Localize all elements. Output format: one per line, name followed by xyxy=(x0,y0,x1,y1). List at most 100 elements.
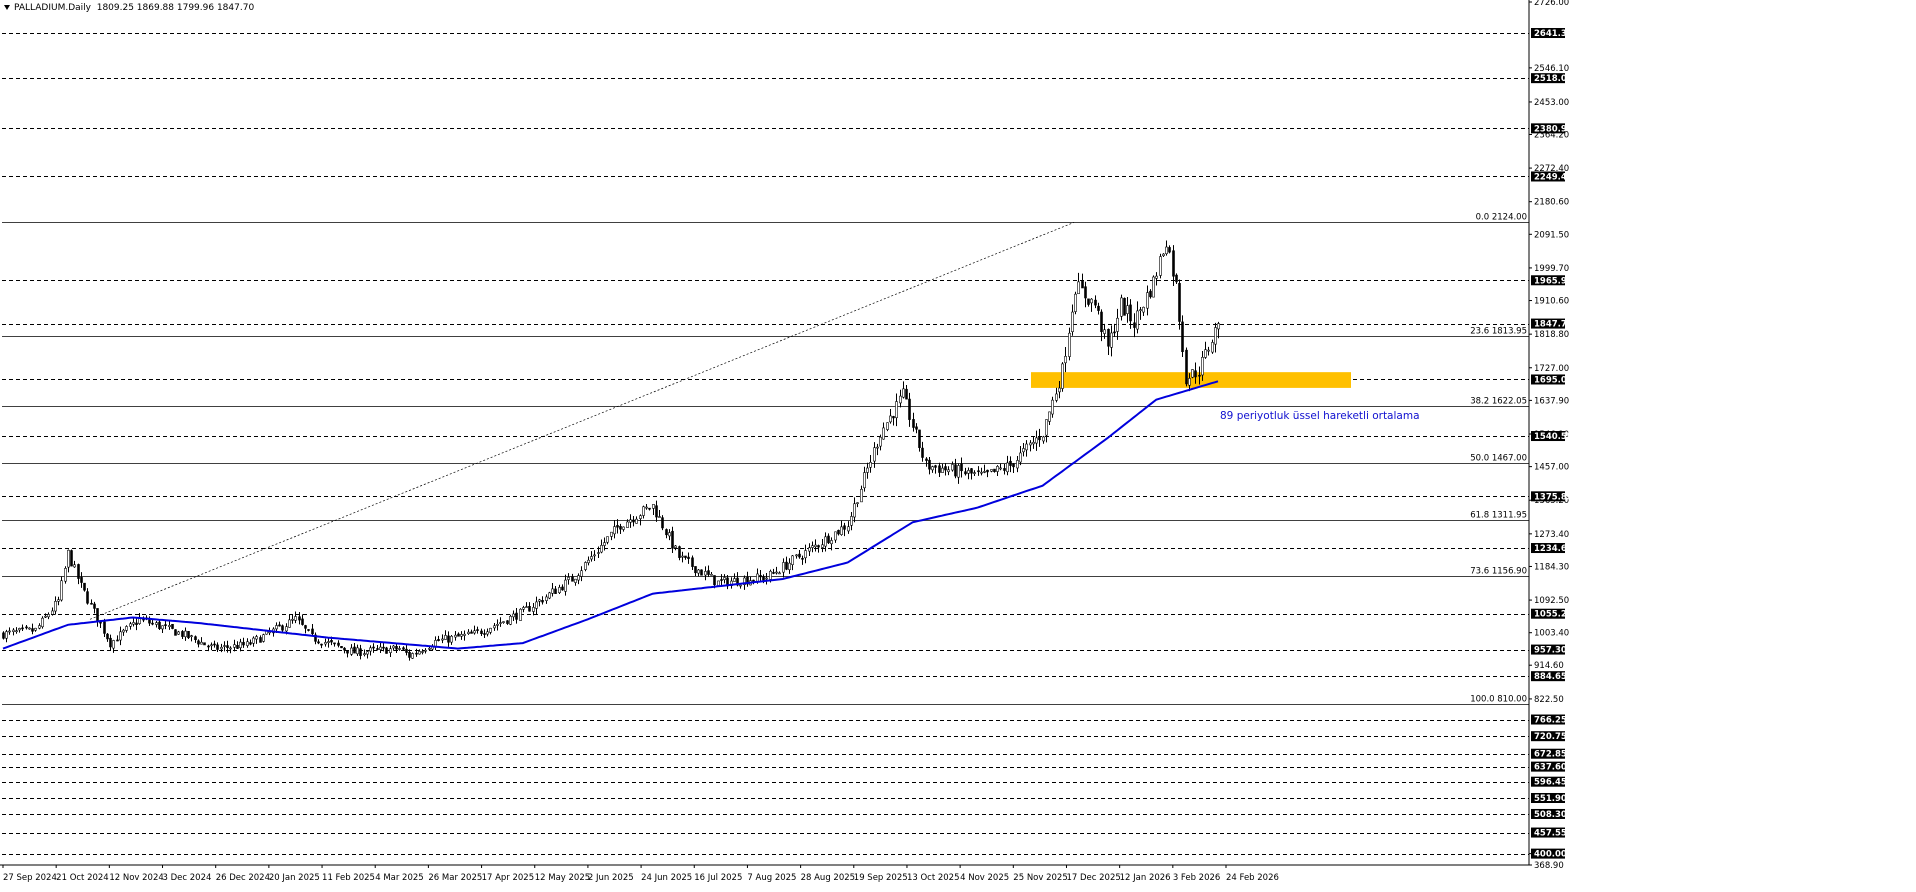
candle-body xyxy=(278,624,281,627)
candle-body xyxy=(1126,305,1129,314)
candle-body xyxy=(119,631,122,641)
candle-body xyxy=(93,603,96,609)
candle-body xyxy=(1188,378,1191,386)
candle-body xyxy=(509,616,512,625)
candle-body xyxy=(441,638,444,641)
candle-body xyxy=(837,529,840,535)
candle-body xyxy=(1168,247,1171,253)
candle-body xyxy=(415,652,418,655)
candle-body xyxy=(298,616,301,621)
dropdown-triangle-icon[interactable] xyxy=(4,5,10,10)
x-tick-label: 19 Sep 2025 xyxy=(854,873,908,883)
candle-body xyxy=(54,601,57,612)
candle-body xyxy=(457,633,460,637)
candle-body xyxy=(402,647,405,650)
candle-body xyxy=(171,623,174,629)
x-tick-label: 24 Feb 2026 xyxy=(1226,873,1279,883)
candle-body xyxy=(587,559,590,564)
candle-body xyxy=(785,561,788,570)
candle-body xyxy=(385,647,388,654)
x-tick-label: 27 Sep 2024 xyxy=(3,873,57,883)
candle-body xyxy=(25,626,28,629)
candle-body xyxy=(132,622,135,625)
candle-body xyxy=(470,631,473,634)
price-tag-label: 2641.30 xyxy=(1534,29,1573,39)
candle-body xyxy=(821,544,824,548)
candle-body xyxy=(480,630,483,634)
x-tick-label: 16 Jul 2025 xyxy=(694,873,742,883)
candle-body xyxy=(177,631,180,635)
candle-body xyxy=(77,564,80,579)
candle-body xyxy=(655,505,658,518)
candle-body xyxy=(535,601,538,609)
price-tag-label: 596.45 xyxy=(1534,778,1567,788)
candle-body xyxy=(736,577,739,586)
candle-body xyxy=(577,575,580,581)
candle-body xyxy=(226,645,229,648)
y-tick-label: 2546.10 xyxy=(1534,64,1569,74)
candle-body xyxy=(775,571,778,574)
candle-body xyxy=(314,634,317,642)
candle-body xyxy=(129,623,132,627)
candle-body xyxy=(1204,349,1207,358)
candle-body xyxy=(811,545,814,548)
candle-body xyxy=(1165,246,1168,255)
candle-body xyxy=(1120,297,1123,317)
candle-body xyxy=(285,626,288,632)
price-tag-bg xyxy=(1531,543,1565,554)
candle-body xyxy=(311,628,314,635)
candle-body xyxy=(616,525,619,528)
price-tag-bg xyxy=(1531,374,1565,385)
candle-body xyxy=(967,470,970,474)
candle-body xyxy=(330,640,333,643)
candle-body xyxy=(86,591,89,604)
candle-body xyxy=(720,579,723,581)
candle-body xyxy=(843,525,846,530)
candle-body xyxy=(1162,253,1165,257)
candle-body xyxy=(255,636,258,640)
candle-body xyxy=(116,639,119,642)
y-tick-label: 1003.40 xyxy=(1534,629,1569,639)
price-tag-label: 2249.45 xyxy=(1534,172,1573,182)
candle-body xyxy=(902,388,905,398)
candle-body xyxy=(320,643,323,646)
candle-body xyxy=(249,642,252,645)
candle-body xyxy=(1081,280,1084,289)
candle-body xyxy=(759,575,762,578)
x-tick-label: 21 Oct 2024 xyxy=(56,873,109,883)
candle-body xyxy=(1172,250,1175,277)
candle-body xyxy=(197,640,200,645)
candle-body xyxy=(252,637,255,644)
candle-body xyxy=(610,531,613,537)
y-tick-label: 1727.00 xyxy=(1534,364,1569,374)
candle-body xyxy=(190,635,193,637)
candle-body xyxy=(1214,327,1217,345)
candle-body xyxy=(541,600,544,603)
candle-body xyxy=(1064,356,1067,364)
candle-body xyxy=(597,552,600,554)
candle-body xyxy=(327,641,330,643)
candle-body xyxy=(788,562,791,570)
candle-body xyxy=(554,588,557,594)
candle-body xyxy=(762,576,765,581)
x-tick-label: 2 Jun 2025 xyxy=(588,873,634,883)
candle-body xyxy=(1003,468,1006,471)
candle-body xyxy=(739,584,742,587)
y-tick-label: 2364.20 xyxy=(1534,130,1569,140)
candle-body xyxy=(622,526,625,530)
price-tag-label: 672.85 xyxy=(1534,750,1567,760)
candle-body xyxy=(671,530,674,549)
candle-body xyxy=(444,635,447,640)
candle-body xyxy=(1103,329,1106,334)
x-tick-label: 17 Apr 2025 xyxy=(482,873,535,883)
candle-body xyxy=(863,472,866,489)
candle-body xyxy=(925,458,928,461)
candle-body xyxy=(1133,322,1136,328)
price-tag-label: 2380.90 xyxy=(1534,124,1573,134)
candle-body xyxy=(155,622,158,625)
price-tag-label: 2518.00 xyxy=(1534,74,1573,84)
candle-body xyxy=(928,459,931,470)
candle-body xyxy=(194,636,197,641)
